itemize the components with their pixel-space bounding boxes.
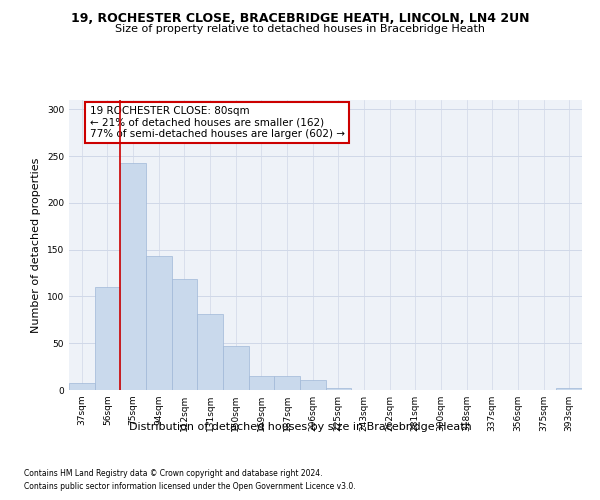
- Text: Distribution of detached houses by size in Bracebridge Heath: Distribution of detached houses by size …: [128, 422, 472, 432]
- Y-axis label: Number of detached properties: Number of detached properties: [31, 158, 41, 332]
- Bar: [248, 376, 274, 390]
- Text: 19, ROCHESTER CLOSE, BRACEBRIDGE HEATH, LINCOLN, LN4 2UN: 19, ROCHESTER CLOSE, BRACEBRIDGE HEATH, …: [71, 12, 529, 26]
- Bar: [95, 287, 121, 390]
- Bar: [69, 384, 95, 390]
- Bar: [325, 388, 351, 390]
- Text: 19 ROCHESTER CLOSE: 80sqm
← 21% of detached houses are smaller (162)
77% of semi: 19 ROCHESTER CLOSE: 80sqm ← 21% of detac…: [89, 106, 344, 139]
- Bar: [121, 162, 146, 390]
- Text: Contains HM Land Registry data © Crown copyright and database right 2024.: Contains HM Land Registry data © Crown c…: [24, 468, 323, 477]
- Bar: [172, 278, 197, 390]
- Text: Contains public sector information licensed under the Open Government Licence v3: Contains public sector information licen…: [24, 482, 356, 491]
- Text: Size of property relative to detached houses in Bracebridge Heath: Size of property relative to detached ho…: [115, 24, 485, 34]
- Bar: [197, 314, 223, 390]
- Bar: [146, 256, 172, 390]
- Bar: [300, 380, 325, 390]
- Bar: [274, 376, 300, 390]
- Bar: [556, 388, 582, 390]
- Bar: [223, 346, 248, 390]
